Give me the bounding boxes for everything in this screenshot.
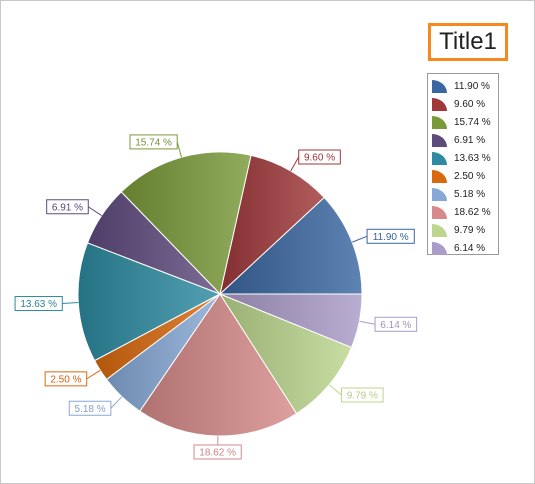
- slice-label-box: [193, 444, 242, 460]
- slice-label: 2.50 %: [44, 371, 88, 387]
- legend-swatch: [432, 187, 447, 201]
- slice-label-box: [46, 199, 89, 215]
- legend-item[interactable]: 5.18 %: [428, 185, 498, 203]
- slice-label: 6.91 %: [46, 199, 89, 215]
- slice-label-text: 5.18 %: [74, 404, 105, 415]
- pie-slice[interactable]: [219, 154, 325, 296]
- legend-swatch: [432, 115, 447, 129]
- legend-label: 9.79 %: [454, 224, 486, 236]
- legend-label: 11.90 %: [454, 80, 490, 92]
- legend-item[interactable]: 2.50 %: [428, 167, 498, 185]
- slice-label-box: [68, 400, 112, 416]
- legend-label: 18.62 %: [454, 206, 491, 218]
- slice-label: 18.62 %: [193, 444, 242, 460]
- legend-swatch: [432, 97, 447, 111]
- leader-line: [110, 396, 123, 409]
- pie-slice[interactable]: [218, 292, 353, 415]
- slice-label-text: 2.50 %: [50, 374, 81, 385]
- legend-swatch: [432, 133, 447, 147]
- pie-slice[interactable]: [77, 242, 222, 362]
- legend-label: 13.63 %: [454, 152, 491, 164]
- legend-item[interactable]: 6.91 %: [428, 131, 498, 149]
- leader-line: [290, 156, 300, 172]
- legend-item[interactable]: 18.62 %: [428, 203, 498, 221]
- slice-label-box: [366, 228, 415, 244]
- slice-label: 6.14 %: [374, 316, 418, 332]
- slice-label-box: [298, 149, 341, 165]
- legend-swatch: [432, 151, 447, 165]
- legend-label: 9.60 %: [454, 98, 486, 110]
- legend-label: 6.14 %: [454, 242, 486, 254]
- slice-label: 15.74 %: [129, 134, 178, 150]
- leader-line: [352, 235, 368, 243]
- legend-label: 6.91 %: [454, 134, 486, 146]
- slice-label-text: 13.63 %: [20, 299, 57, 310]
- slice-label-text: 9.79 %: [347, 390, 378, 401]
- leader-line: [86, 369, 101, 380]
- chart-legend: 11.90 % 9.60 % 15.74 % 6.91 % 13.63 % 2.50 % 5…: [427, 73, 499, 255]
- leader-line: [176, 141, 183, 158]
- slice-label: 13.63 %: [14, 296, 63, 312]
- pie-slice[interactable]: [219, 293, 363, 349]
- slice-label: 11.90 %: [366, 228, 415, 244]
- slice-label-box: [44, 371, 88, 387]
- leader-line: [328, 384, 342, 396]
- slice-label-text: 9.60 %: [304, 153, 335, 164]
- legend-item[interactable]: 11.90 %: [428, 77, 498, 95]
- legend-swatch: [432, 223, 447, 237]
- legend-label: 5.18 %: [454, 188, 486, 200]
- legend-swatch: [432, 79, 447, 93]
- leader-line: [87, 206, 102, 217]
- legend-swatch: [432, 169, 447, 183]
- legend-item[interactable]: 6.14 %: [428, 239, 498, 257]
- legend-item[interactable]: 13.63 %: [428, 149, 498, 167]
- slice-label: 5.18 %: [68, 400, 112, 416]
- chart-title[interactable]: Title1: [428, 23, 508, 61]
- legend-label: 2.50 %: [454, 170, 486, 182]
- legend-item[interactable]: 9.60 %: [428, 95, 498, 113]
- legend-swatch: [432, 205, 447, 219]
- slice-label-text: 6.91 %: [52, 202, 83, 213]
- pie-slice[interactable]: [218, 196, 363, 295]
- legend-item[interactable]: 9.79 %: [428, 221, 498, 239]
- slice-label-text: 15.74 %: [135, 137, 172, 148]
- pie-slice[interactable]: [120, 151, 252, 296]
- slice-label-text: 18.62 %: [199, 447, 236, 458]
- slice-label: 9.60 %: [298, 149, 341, 165]
- slice-label-box: [14, 296, 63, 312]
- legend-swatch: [432, 241, 447, 255]
- slice-label-text: 11.90 %: [373, 232, 409, 243]
- slice-label-box: [341, 387, 384, 403]
- pie-slice[interactable]: [139, 293, 298, 437]
- slice-label: 9.79 %: [341, 387, 384, 403]
- leader-line: [62, 302, 79, 305]
- leader-line: [359, 320, 376, 325]
- slice-label-box: [374, 316, 418, 332]
- legend-item[interactable]: 15.74 %: [428, 113, 498, 131]
- legend-label: 15.74 %: [454, 116, 491, 128]
- slice-label-text: 6.14 %: [380, 320, 411, 331]
- slice-label-box: [129, 134, 178, 150]
